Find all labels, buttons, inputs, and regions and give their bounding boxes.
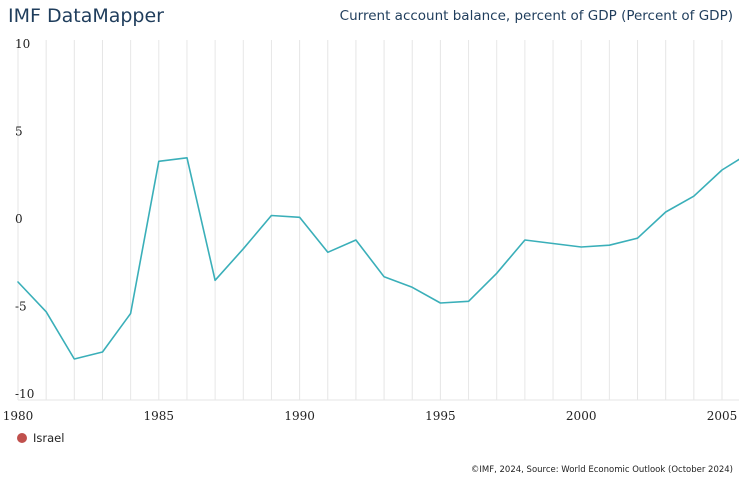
y-tick-label: -10 xyxy=(15,387,34,401)
y-tick-label: 5 xyxy=(15,125,23,139)
brand-title: IMF DataMapper xyxy=(8,5,164,27)
x-tick-label: 1995 xyxy=(425,409,456,423)
x-tick-label: 1985 xyxy=(144,409,175,423)
legend[interactable]: Israel xyxy=(17,431,64,445)
grid-lines xyxy=(17,40,739,401)
x-axis: 1980198519901995200020052010201520202025 xyxy=(3,409,738,423)
series-lines xyxy=(17,132,739,360)
x-tick-label: 1990 xyxy=(284,409,315,423)
y-axis: 10 5 0 -5 -10 xyxy=(15,37,34,401)
source-credit: ©IMF, 2024, Source: World Economic Outlo… xyxy=(470,465,733,475)
x-tick-label: 2005 xyxy=(707,409,738,423)
legend-label: Israel xyxy=(33,431,65,445)
legend-marker-icon xyxy=(17,433,27,443)
y-tick-label: 0 xyxy=(15,212,23,226)
y-tick-label: -5 xyxy=(15,300,27,314)
y-tick-label: 10 xyxy=(15,37,30,51)
chart-title: Current account balance, percent of GDP … xyxy=(339,8,733,24)
x-tick-label: 2000 xyxy=(566,409,597,423)
x-tick-label: 1980 xyxy=(3,409,34,423)
series-line[interactable] xyxy=(17,132,739,360)
